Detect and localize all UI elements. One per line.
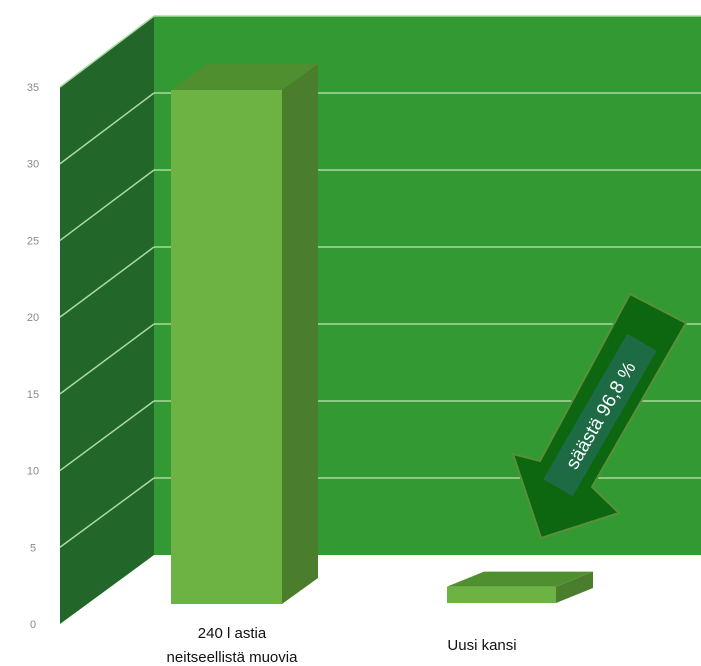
gridline (59, 169, 155, 242)
bar-front (171, 90, 282, 604)
bars (171, 64, 593, 604)
savings-callout: säästä 96,8 % (511, 292, 688, 540)
gridline (59, 400, 155, 472)
y-tick-label: 5 (30, 542, 36, 554)
gridline (59, 477, 155, 548)
bar (171, 64, 318, 604)
y-axis-ticks: 0 5 10 15 20 25 30 35 (27, 82, 39, 631)
y-tick-label: 35 (27, 82, 39, 94)
gridline (59, 15, 155, 88)
y-tick-label: 20 (27, 312, 39, 324)
bar-top (171, 64, 318, 91)
gridline (59, 246, 155, 318)
gridline (59, 92, 155, 165)
y-tick-label: 15 (27, 389, 39, 401)
y-tick-label: 0 (30, 619, 36, 631)
category-label-line2: neitseellistä muovia (167, 649, 299, 666)
bar-front (447, 586, 556, 603)
category-label-line1: Uusi kansi (447, 637, 516, 654)
x-axis-labels: 240 l astia neitseellistä muovia Uusi ka… (167, 625, 517, 666)
side-wall (60, 16, 154, 624)
y-tick-label: 25 (27, 235, 39, 247)
bar-top (447, 571, 593, 587)
bar (447, 571, 593, 603)
category-label-line1: 240 l astia (198, 625, 267, 642)
bar-side (556, 571, 593, 603)
plot-area (59, 15, 701, 624)
y-tick-label: 30 (27, 159, 39, 171)
callout-label-box (543, 333, 657, 497)
y-tick-label: 10 (27, 466, 39, 478)
gridline (59, 323, 155, 395)
bar-side (282, 64, 318, 604)
